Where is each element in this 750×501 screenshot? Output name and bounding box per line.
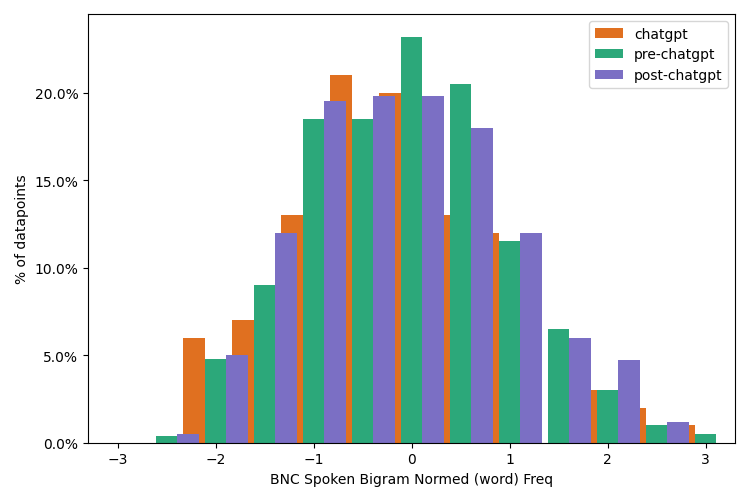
Bar [548,329,569,443]
Bar [400,38,422,443]
Bar [520,233,542,443]
Bar [281,216,303,443]
Bar [303,120,324,443]
Bar [232,321,254,443]
Bar [450,85,471,443]
Bar [668,422,689,443]
Bar [330,76,352,443]
Bar [205,359,226,443]
Bar [499,242,520,443]
X-axis label: BNC Spoken Bigram Normed (word) Freq: BNC Spoken Bigram Normed (word) Freq [270,472,554,486]
Bar [477,233,499,443]
Legend: chatgpt, pre-chatgpt, post-chatgpt: chatgpt, pre-chatgpt, post-chatgpt [590,22,728,89]
Bar [422,97,444,443]
Bar [177,434,199,443]
Bar [226,356,248,443]
Bar [352,120,374,443]
Bar [428,216,450,443]
Bar [254,286,275,443]
Bar [575,390,597,443]
Bar [624,408,646,443]
Bar [618,361,640,443]
Bar [471,128,493,443]
Bar [324,102,346,443]
Y-axis label: % of datapoints: % of datapoints [15,174,29,284]
Bar [569,338,591,443]
Bar [694,434,716,443]
Bar [183,338,205,443]
Bar [374,97,395,443]
Bar [275,233,297,443]
Bar [646,425,668,443]
Bar [597,390,618,443]
Bar [380,94,400,443]
Bar [674,425,694,443]
Bar [156,436,177,443]
